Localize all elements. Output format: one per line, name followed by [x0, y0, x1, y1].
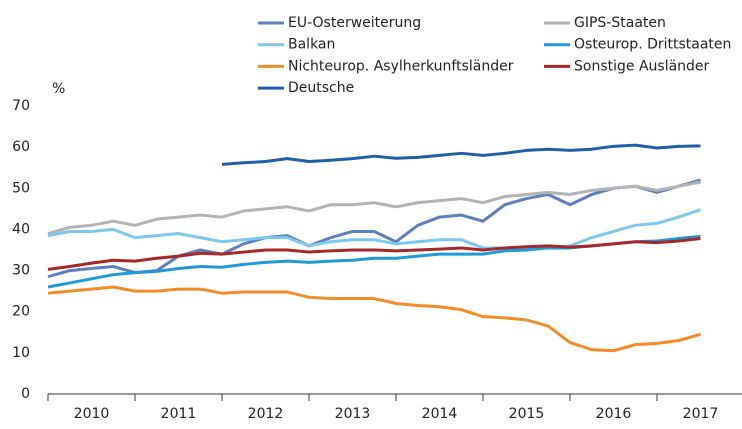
legend-label: Balkan: [288, 37, 335, 53]
x-tick-label: 2016: [596, 406, 632, 422]
x-tick-label: 2015: [509, 406, 545, 422]
y-tick-label: 70: [12, 98, 30, 114]
legend-label: GIPS-Staaten: [574, 15, 666, 31]
legend-label: Nichteurop. Asylherkunftsländer: [288, 58, 514, 74]
x-tick-label: 2013: [335, 406, 371, 422]
y-tick-label: 0: [21, 386, 30, 402]
y-tick-label: 30: [12, 263, 30, 279]
series-line: [47, 180, 701, 235]
series-line: [47, 236, 701, 271]
series-line: [47, 178, 701, 279]
series-line: [47, 285, 701, 353]
legend-label: EU-Osterweiterung: [288, 15, 421, 31]
x-tick-label: 2014: [422, 406, 458, 422]
legend-label: Sonstige Ausländer: [574, 58, 710, 74]
series-line: [221, 143, 701, 166]
y-tick-label: 60: [12, 139, 30, 155]
x-tick-label: 2011: [161, 406, 197, 422]
y-tick-label: 50: [12, 180, 30, 196]
x-tick-label: 2017: [683, 406, 719, 422]
series-line: [47, 208, 701, 250]
x-tick-label: 2012: [248, 406, 284, 422]
y-tick-label: 20: [12, 304, 30, 320]
legend-label: Deutsche: [288, 80, 354, 96]
y-tick-label: 10: [12, 345, 30, 361]
x-tick-label: 2010: [74, 406, 110, 422]
legend-label: Osteurop. Drittstaaten: [574, 37, 731, 53]
y-unit-label: %: [52, 81, 65, 97]
y-tick-label: 40: [12, 221, 30, 237]
